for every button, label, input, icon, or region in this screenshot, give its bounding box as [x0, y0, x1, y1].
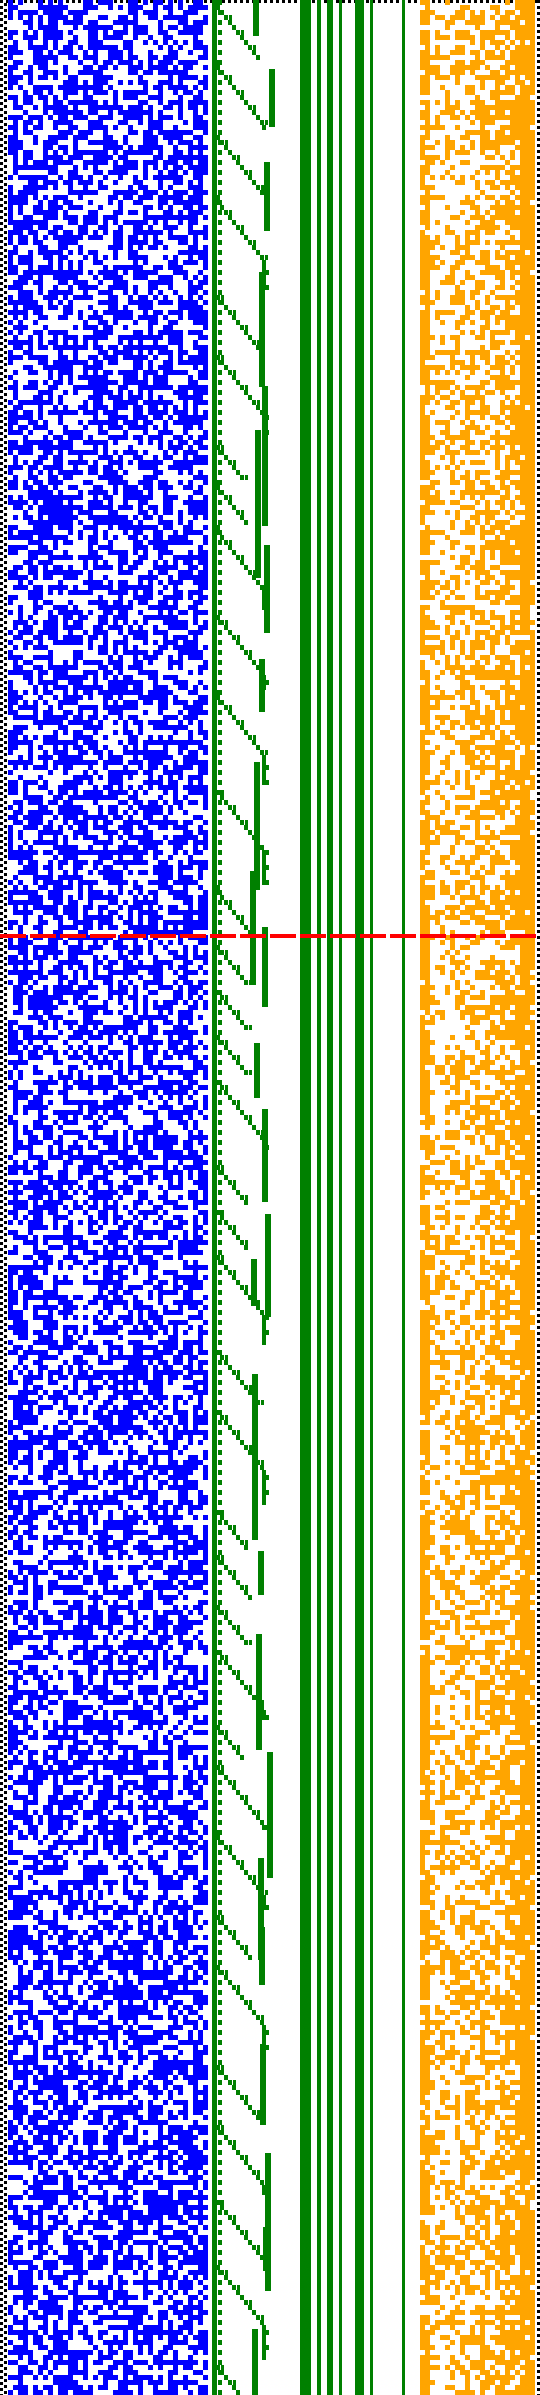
green-vertical-stripes	[300, 0, 405, 2395]
green-staircase-block	[212, 0, 275, 2395]
blue-noise-block	[8, 0, 208, 2395]
orange-noise-block	[420, 0, 535, 2395]
